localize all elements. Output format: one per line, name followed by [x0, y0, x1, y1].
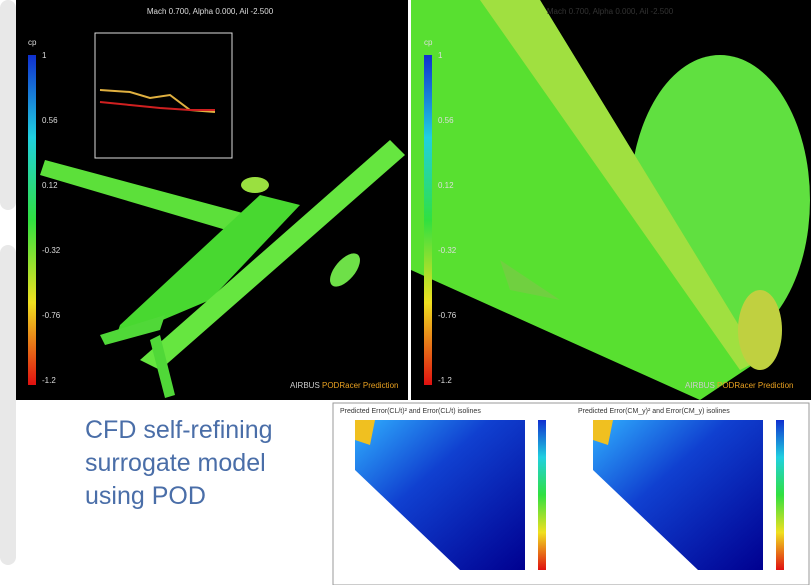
panel-title: Mach 0.700, Alpha 0.000, Ail -2.500 — [147, 7, 274, 16]
colorbar-tick-label: 0.56 — [438, 116, 454, 125]
colorbar-tick-label: -1.2 — [438, 376, 452, 385]
colorbar-tick-label: -0.32 — [438, 246, 457, 255]
page: Mach 0.700, Alpha 0.000, Ail -2.500 cp A… — [0, 0, 811, 585]
slide-bg — [0, 0, 16, 210]
colorbar — [28, 55, 36, 385]
colorbar-tick-label: -0.32 — [42, 246, 61, 255]
colorbar-tick-label: 1 — [438, 51, 443, 60]
colorbar-tick-label: 1 — [42, 51, 47, 60]
colorbar-tick-label: 0.56 — [42, 116, 58, 125]
heatmap-title: Predicted Error(CM_y)² and Error(CM_y) i… — [578, 408, 730, 415]
product: PODRacer Prediction — [717, 381, 793, 390]
slide-bg — [0, 245, 16, 565]
colorbar-tick-label: 0.12 — [42, 181, 58, 190]
caption: CFD self-refining surrogate model using … — [85, 414, 325, 513]
colorbar-tick-label: 0.12 — [438, 181, 454, 190]
colorbar-tick-label: -1.2 — [42, 376, 56, 385]
brand: AIRBUS — [685, 381, 715, 390]
colorbar-tick-label: -0.76 — [42, 311, 61, 320]
colorbar-label: cp — [424, 38, 433, 47]
panel-title: Mach 0.700, Alpha 0.000, Ail -2.500 — [547, 7, 674, 16]
brand: AIRBUS — [290, 381, 320, 390]
colorbar-label: cp — [28, 38, 37, 47]
heatmap-title: Predicted Error(CL/t)² and Error(CL/t) i… — [340, 408, 481, 415]
colorbar — [424, 55, 432, 385]
colorbar-tick-label: -0.76 — [438, 311, 457, 320]
product: PODRacer Prediction — [322, 381, 398, 390]
